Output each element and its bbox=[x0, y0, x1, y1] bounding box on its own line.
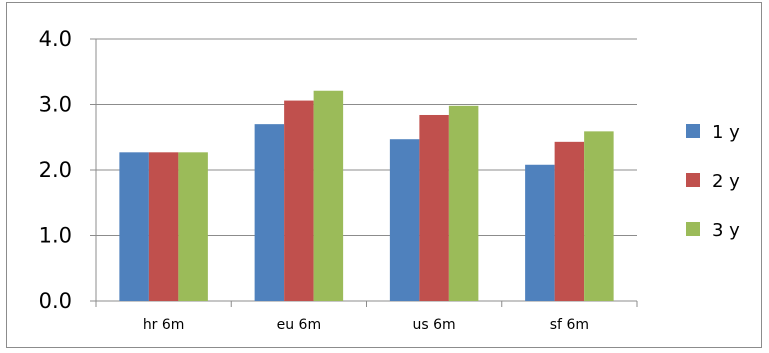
y-tick-label: 1.0 bbox=[39, 224, 72, 248]
bar bbox=[525, 164, 555, 301]
bar bbox=[584, 131, 614, 301]
bar bbox=[148, 152, 179, 301]
y-tick-label: 2.0 bbox=[39, 158, 72, 182]
y-tick-label: 3.0 bbox=[39, 93, 72, 117]
x-category-label: us 6m bbox=[413, 317, 456, 333]
bar bbox=[448, 105, 479, 301]
legend-label: 1 y bbox=[712, 122, 740, 143]
y-tick-label: 4.0 bbox=[39, 27, 72, 51]
bar bbox=[178, 152, 208, 301]
bar bbox=[389, 139, 420, 301]
x-category-label: eu 6m bbox=[277, 317, 321, 333]
bar bbox=[119, 152, 149, 301]
legend-swatch bbox=[686, 173, 700, 187]
legend-label: 2 y bbox=[712, 171, 740, 192]
bar bbox=[313, 90, 344, 302]
bar bbox=[554, 141, 585, 301]
bar bbox=[419, 114, 449, 301]
bar bbox=[284, 100, 314, 301]
x-category-label: sf 6m bbox=[550, 317, 589, 333]
x-category-label: hr 6m bbox=[143, 317, 185, 333]
legend-swatch bbox=[686, 222, 700, 236]
legend-label: 3 y bbox=[712, 220, 740, 241]
legend-swatch bbox=[686, 124, 700, 138]
bar bbox=[254, 124, 285, 302]
y-tick-label: 0.0 bbox=[39, 289, 72, 313]
